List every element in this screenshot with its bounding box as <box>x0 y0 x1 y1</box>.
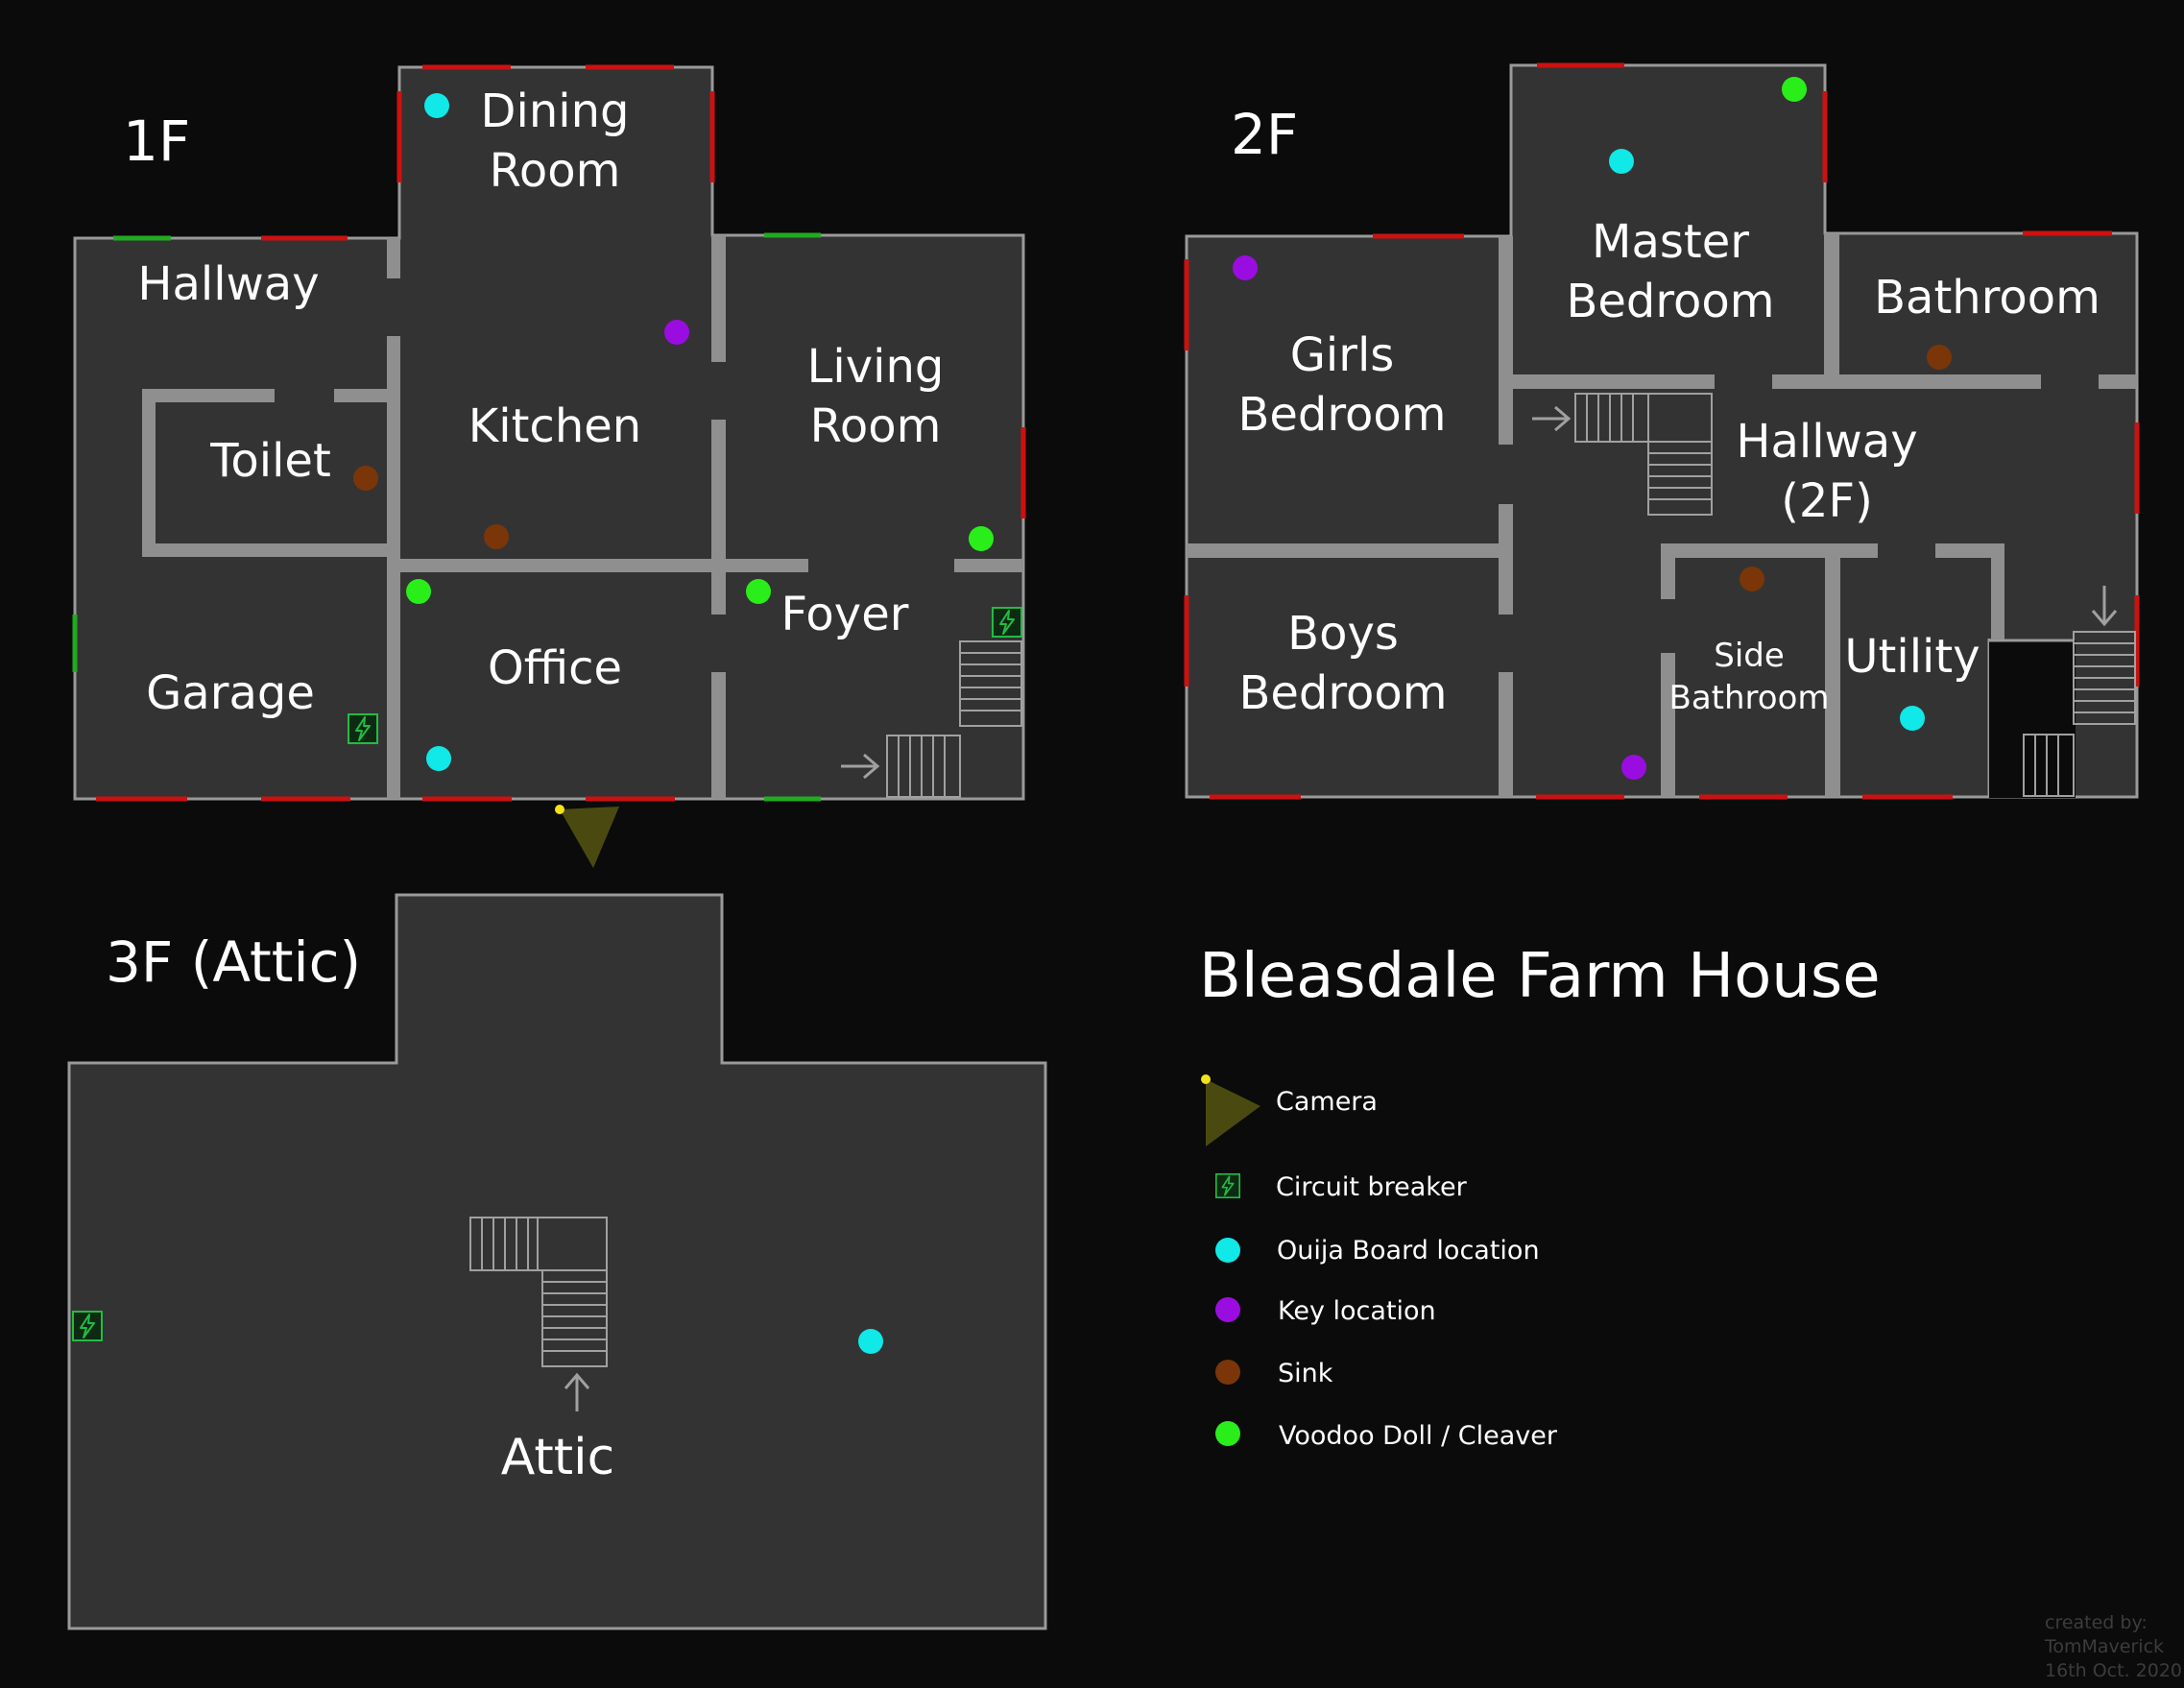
legend: Camera Circuit breaker Ouija Board locat… <box>1201 1074 1558 1451</box>
floor-1-windows <box>72 232 821 802</box>
dot-icon <box>1215 1297 1240 1322</box>
camera-icon <box>555 805 619 868</box>
floor-1-markers <box>348 93 1022 868</box>
ouija-marker <box>424 93 449 118</box>
room-utility-label: Utility <box>1844 630 1980 684</box>
legend-ouija: Ouija Board location <box>1215 1236 1540 1266</box>
floor-3-outline <box>67 893 1047 1630</box>
floor-2-title: 2F <box>1231 102 1298 167</box>
key-marker <box>1621 755 1646 780</box>
floor-1-labels: 1F Dining Room Hallway Toilet Kitchen Li… <box>123 84 944 720</box>
voodoo-marker <box>406 579 431 604</box>
room-side-bathroom-label: Side <box>1714 637 1785 675</box>
circuit-breaker-icon <box>348 713 378 744</box>
lightning-icon <box>1215 1173 1240 1198</box>
credit: created by: TomMaverick 16th Oct. 2020 <box>2044 1612 2182 1681</box>
credit-date: 16th Oct. 2020 <box>2045 1660 2182 1681</box>
floor-3-stairs <box>469 1217 608 1411</box>
circuit-breaker-icon <box>992 607 1022 638</box>
room-attic-label: Attic <box>501 1429 614 1486</box>
room-boys-label: Boys <box>1287 607 1399 661</box>
floor-2-markers <box>1233 77 1952 780</box>
voodoo-marker <box>1782 77 1807 102</box>
legend-camera: Camera <box>1201 1074 1378 1146</box>
sink-marker <box>484 524 509 549</box>
room-girls-label: Girls <box>1290 328 1395 382</box>
credit-author: TomMaverick <box>2044 1636 2164 1657</box>
room-hallway-2f-label-2: (2F) <box>1781 474 1873 528</box>
ouija-marker <box>1900 706 1925 731</box>
floor-1-title: 1F <box>123 109 190 174</box>
floor-2-labels: 2F Master Bedroom Bathroom Girls Bedroom… <box>1231 102 2100 720</box>
legend-sink: Sink <box>1215 1359 1333 1388</box>
sink-marker <box>1927 345 1952 370</box>
voodoo-marker <box>746 579 771 604</box>
floor-2-walls <box>1187 233 2137 797</box>
legend-label: Ouija Board location <box>1277 1236 1540 1266</box>
dot-icon <box>1215 1360 1240 1385</box>
room-bathroom-label: Bathroom <box>1874 271 2100 325</box>
circuit-breaker-icon <box>72 1311 103 1341</box>
legend-label: Camera <box>1276 1087 1378 1117</box>
room-hallway-2f-label: Hallway <box>1736 415 1917 469</box>
void-area <box>1989 640 2076 798</box>
floor-3-title: 3F (Attic) <box>106 929 361 995</box>
ouija-marker <box>426 746 451 771</box>
floor-1-walls <box>142 235 1023 799</box>
room-foyer-label: Foyer <box>781 588 909 641</box>
legend-key: Key location <box>1215 1296 1436 1326</box>
map-title: Bleasdale Farm House <box>1199 941 1881 1012</box>
key-marker <box>1233 255 1258 280</box>
room-boys-label-2: Bedroom <box>1238 666 1447 720</box>
room-master-label-2: Bedroom <box>1566 275 1774 328</box>
room-dining-label-2: Room <box>490 144 621 198</box>
legend-label: Voodoo Doll / Cleaver <box>1279 1421 1558 1451</box>
legend-breaker: Circuit breaker <box>1215 1172 1468 1202</box>
room-garage-label: Garage <box>146 666 315 720</box>
room-girls-label-2: Bedroom <box>1237 388 1446 442</box>
dot-icon <box>1215 1238 1240 1263</box>
floor-2-outline <box>1185 63 2139 799</box>
room-hallway-label: Hallway <box>137 257 319 311</box>
room-office-label: Office <box>488 641 622 695</box>
dot-icon <box>1215 1421 1240 1446</box>
floor-2: 2F Master Bedroom Bathroom Girls Bedroom… <box>1184 62 2140 800</box>
floor-1-stairs <box>841 640 1022 798</box>
room-side-bathroom-label-2: Bathroom <box>1669 679 1830 717</box>
floor-2-stairs <box>1532 393 2136 797</box>
credit-line: created by: <box>2045 1612 2148 1633</box>
sink-marker <box>1740 567 1764 591</box>
room-living-label: Living <box>807 340 945 394</box>
floor-2-doors <box>1184 62 2140 800</box>
legend-label: Sink <box>1278 1359 1333 1388</box>
room-toilet-label: Toilet <box>209 434 331 488</box>
room-kitchen-label: Kitchen <box>468 399 641 453</box>
floor-3: 3F (Attic) Attic <box>67 893 1047 1630</box>
camera-icon <box>1201 1074 1260 1146</box>
voodoo-marker <box>969 526 994 551</box>
ouija-marker <box>1609 149 1634 174</box>
key-marker <box>664 320 689 345</box>
legend-label: Key location <box>1278 1296 1436 1326</box>
room-master-label: Master <box>1592 215 1749 269</box>
sink-marker <box>353 466 378 491</box>
legend-label: Circuit breaker <box>1276 1172 1468 1202</box>
room-dining-label: Dining <box>481 84 630 138</box>
floor-1-doors <box>96 64 1026 802</box>
room-living-label-2: Room <box>810 399 942 453</box>
legend-voodoo: Voodoo Doll / Cleaver <box>1215 1421 1558 1451</box>
floor-1: 1F Dining Room Hallway Toilet Kitchen Li… <box>72 64 1026 868</box>
ouija-marker <box>858 1329 883 1354</box>
